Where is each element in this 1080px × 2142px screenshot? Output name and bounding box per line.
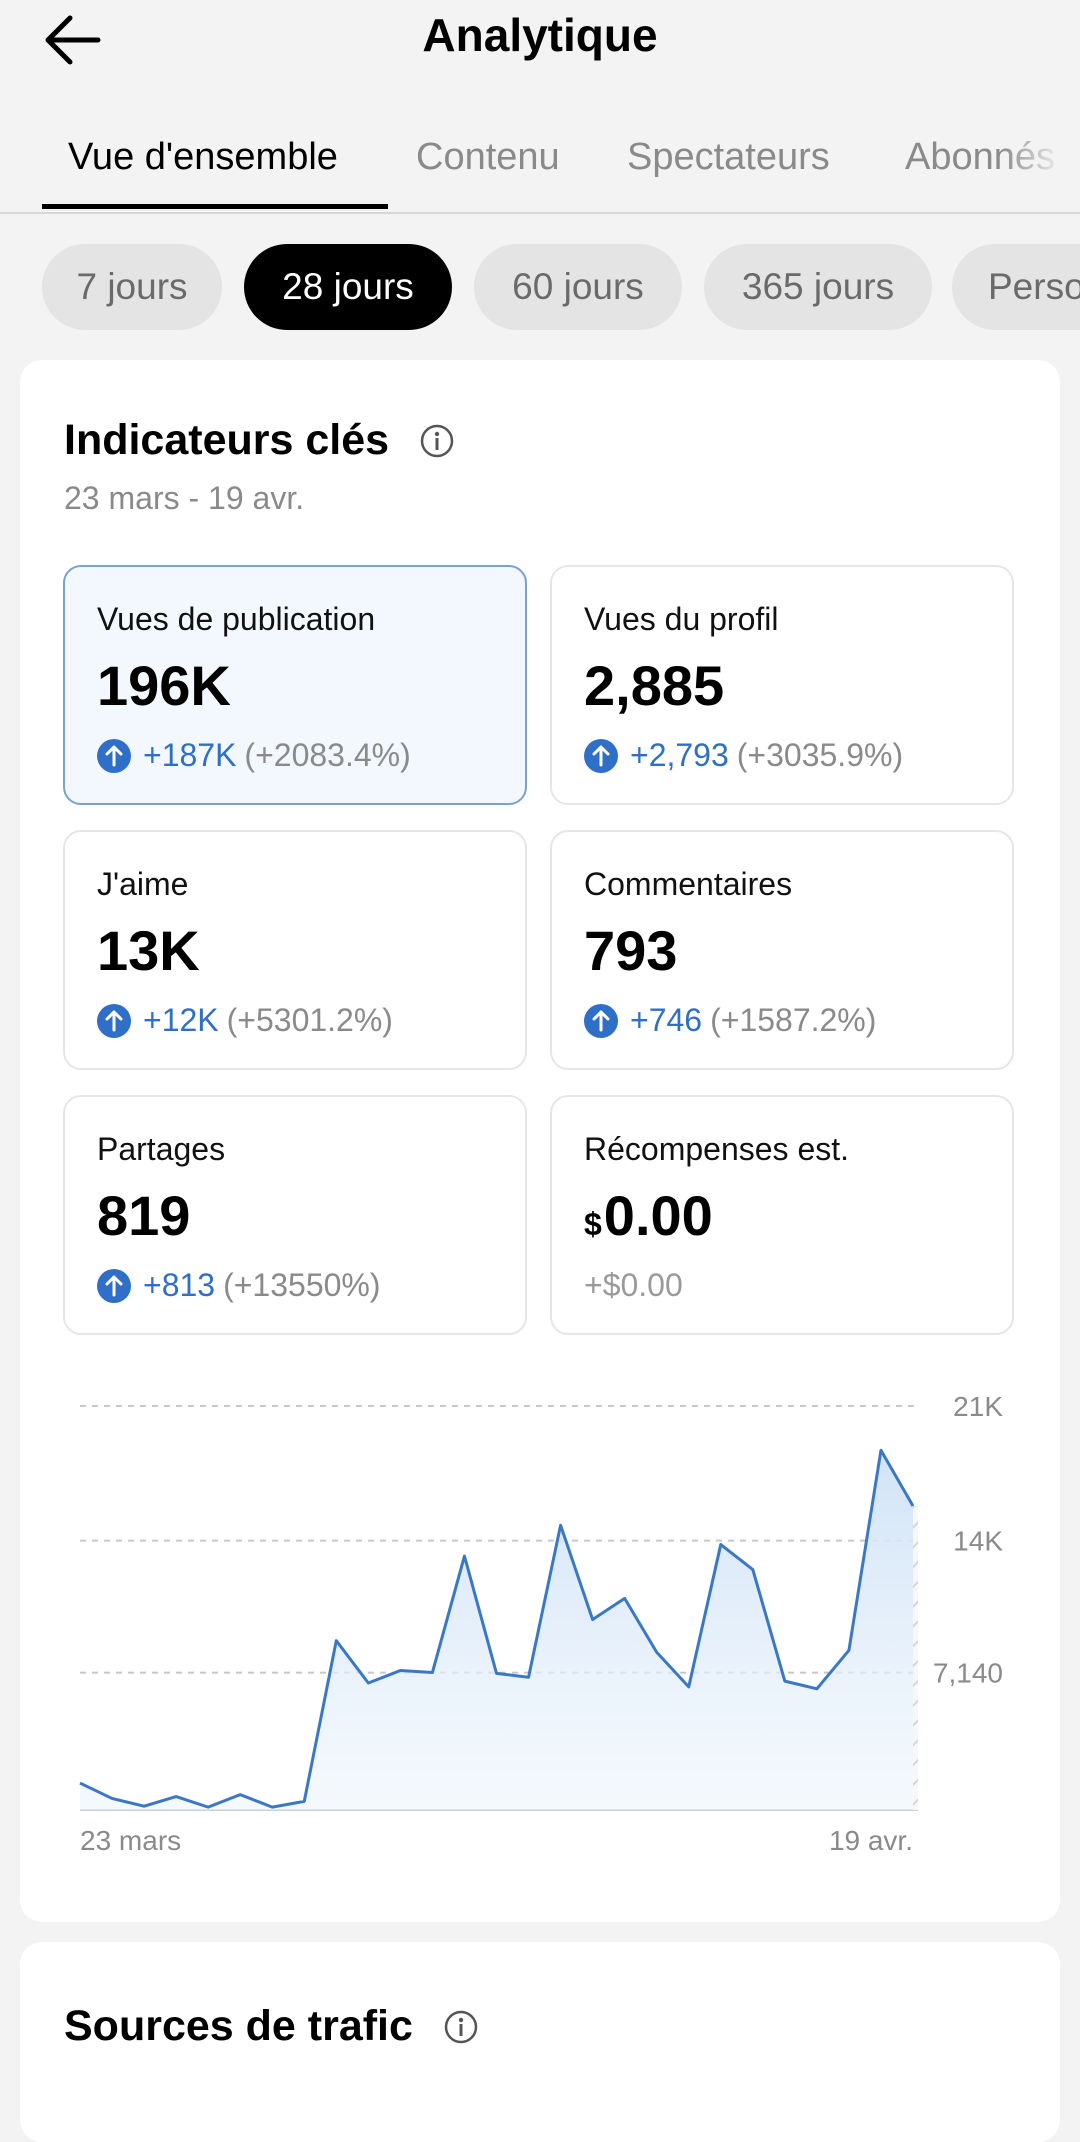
metric-value: 196K xyxy=(97,654,231,717)
series-line xyxy=(79,1448,915,1809)
metric-change: +746 (+1587.2%) xyxy=(584,1002,876,1039)
period-365-days[interactable]: 365 jours xyxy=(704,244,932,330)
section-title: Indicateurs clés xyxy=(64,416,390,464)
metric-delta: +187K xyxy=(143,737,237,773)
tab-content[interactable]: Contenu xyxy=(416,136,560,178)
metric-delta: +746 xyxy=(630,1002,703,1038)
currency-symbol: $ xyxy=(584,1206,602,1242)
metric-change: +$0.00 xyxy=(584,1267,683,1304)
metric-percent: (+13550%) xyxy=(223,1267,381,1303)
metric-card-shares[interactable]: Partages 819 +813 (+13550%) xyxy=(63,1095,527,1335)
tab-overview[interactable]: Vue d'ensemble xyxy=(68,136,338,178)
info-icon[interactable] xyxy=(420,424,454,458)
app-header: Analytique xyxy=(0,0,1080,80)
tab-scroll-fade xyxy=(1000,100,1080,208)
section-title: Sources de trafic xyxy=(64,2002,413,2050)
period-60-days[interactable]: 60 jours xyxy=(474,244,682,330)
arrow-left-icon xyxy=(45,15,101,65)
metric-label: Partages xyxy=(97,1131,226,1167)
metric-value: 819 xyxy=(97,1184,191,1247)
period-7-days[interactable]: 7 jours xyxy=(42,244,222,330)
key-metrics-card: Indicateurs clés 23 mars - 19 avr. Vues … xyxy=(20,360,1060,1922)
period-selector: 7 jours 28 jours 60 jours 365 jours Pers… xyxy=(0,244,1080,330)
metric-percent: (+2083.4%) xyxy=(244,737,411,773)
y-tick-label: 7,140 xyxy=(933,1658,1003,1689)
x-tick-label-start: 23 mars xyxy=(80,1825,181,1856)
page-title: Analytique xyxy=(422,9,658,61)
period-custom[interactable]: Personnalisé xyxy=(952,244,1080,330)
metric-change: +12K (+5301.2%) xyxy=(97,1002,393,1039)
back-button[interactable] xyxy=(40,10,110,70)
metric-card-post-views[interactable]: Vues de publication 196K +187K (+2083.4%… xyxy=(63,565,527,805)
active-tab-indicator xyxy=(42,204,388,209)
y-tick-label: 21K xyxy=(953,1391,1003,1422)
period-28-days[interactable]: 28 jours xyxy=(244,244,452,330)
metric-label: Vues de publication xyxy=(97,601,376,637)
chart-x-ticks: 23 mars 19 avr. xyxy=(80,1825,913,1856)
arrow-up-circle-icon xyxy=(584,738,618,773)
metric-value: 13K xyxy=(97,919,200,982)
metric-delta: +12K xyxy=(143,1002,219,1038)
metric-card-comments[interactable]: Commentaires 793 +746 (+1587.2%) xyxy=(550,830,1014,1070)
metric-delta: +2,793 xyxy=(630,737,729,773)
x-tick-label-end: 19 avr. xyxy=(829,1825,913,1856)
area-fill xyxy=(80,1450,913,1810)
chart-area xyxy=(79,1448,918,1810)
y-tick-label: 14K xyxy=(953,1526,1003,1557)
metric-percent: (+5301.2%) xyxy=(226,1002,393,1038)
arrow-up-circle-icon xyxy=(97,1003,131,1038)
metric-delta: +813 xyxy=(143,1267,216,1303)
metric-amount: 0.00 xyxy=(603,1184,713,1247)
metric-value: 2,885 xyxy=(584,654,725,717)
metric-card-profile-views[interactable]: Vues du profil 2,885 +2,793 (+3035.9%) xyxy=(550,565,1014,805)
metric-percent: (+1587.2%) xyxy=(710,1002,877,1038)
arrow-up-circle-icon xyxy=(97,1268,131,1303)
metric-value: 793 xyxy=(584,919,678,982)
metric-change: +187K (+2083.4%) xyxy=(97,737,411,774)
metric-delta: +$0.00 xyxy=(584,1267,683,1303)
arrow-up-circle-icon xyxy=(97,738,131,773)
arrow-up-circle-icon xyxy=(584,1003,618,1038)
info-icon[interactable] xyxy=(444,2010,478,2044)
tab-viewers[interactable]: Spectateurs xyxy=(627,136,830,178)
chart-y-ticks: 21K 14K 7,140 xyxy=(933,1391,1003,1689)
metric-label: J'aime xyxy=(97,866,189,902)
metric-value: $0.00 xyxy=(584,1183,713,1248)
metric-change: +2,793 (+3035.9%) xyxy=(584,737,903,774)
partial-data-region xyxy=(913,1506,918,1810)
metric-label: Vues du profil xyxy=(584,601,779,637)
metric-percent: (+3035.9%) xyxy=(736,737,904,773)
metric-card-likes[interactable]: J'aime 13K +12K (+5301.2%) xyxy=(63,830,527,1070)
metric-card-rewards[interactable]: Récompenses est. $0.00 +$0.00 xyxy=(550,1095,1014,1335)
date-range: 23 mars - 19 avr. xyxy=(64,480,305,516)
views-area-chart[interactable]: 21K 14K 7,140 23 mars 19 avr. xyxy=(20,360,1060,1922)
metric-change: +813 (+13550%) xyxy=(97,1267,381,1304)
metric-label: Commentaires xyxy=(584,866,793,902)
metric-label: Récompenses est. xyxy=(584,1131,850,1167)
traffic-sources-card: Sources de trafic xyxy=(20,1942,1060,2142)
tab-bar: Vue d'ensemble Contenu Spectateurs Abonn… xyxy=(0,100,1080,214)
